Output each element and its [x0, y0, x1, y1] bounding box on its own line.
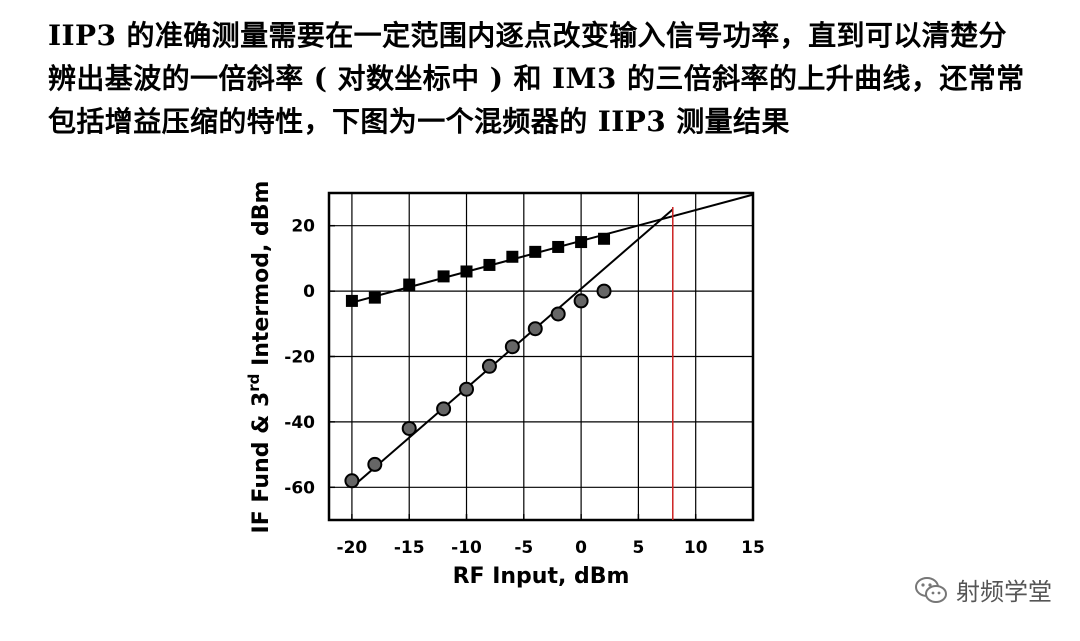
im3-point [459, 381, 475, 397]
data-markers [344, 232, 612, 489]
y-tick-label: -60 [284, 478, 315, 498]
fundamental-point [403, 278, 416, 291]
fundamental-point [460, 265, 473, 278]
im3-point [527, 321, 543, 337]
x-tick-label: -10 [451, 538, 482, 558]
x-tick-label: 5 [632, 538, 644, 558]
x-tick-label: 15 [741, 538, 765, 558]
x-tick-label: -15 [394, 538, 425, 558]
fundamental-point [483, 258, 496, 271]
y-axis-title-part-1: IF Fund & 3 [249, 392, 274, 534]
im3-point [596, 283, 612, 299]
im3-point [504, 339, 520, 355]
y-axis-title: IF Fund & 3rd Intermod, dBm [245, 181, 274, 534]
intro-line-1: IIP3 的准确测量需要在一定范围内逐点改变输入信号功率，直到可以清楚分 [48, 19, 1007, 52]
y-tick-label: -20 [284, 348, 315, 368]
im3-point [367, 456, 383, 472]
x-tick-label: 0 [575, 538, 587, 558]
y-tick-label: -40 [284, 413, 315, 433]
im3-point [573, 293, 589, 309]
fundamental-point [506, 250, 519, 263]
im3-point [344, 473, 360, 489]
im3-point [550, 306, 566, 322]
im3-point [481, 358, 497, 374]
y-tick-label: 20 [291, 217, 315, 237]
fundamental-point [575, 236, 588, 249]
intro-line-2: 辨出基波的一倍斜率 ( 对数坐标中 ) 和 IM3 的三倍斜率的上升曲线，还常常 [48, 62, 1025, 95]
fundamental-point [437, 270, 450, 283]
watermark: 射频学堂 [914, 572, 1052, 607]
intro-paragraph: IIP3 的准确测量需要在一定范围内逐点改变输入信号功率，直到可以清楚分 辨出基… [48, 14, 1058, 143]
fundamental-point [368, 291, 381, 304]
wechat-icon [915, 576, 947, 603]
x-tick-label: -5 [514, 538, 533, 558]
x-tick-label: 10 [684, 538, 708, 558]
y-axis-title-superscript: rd [245, 374, 263, 392]
im3-point [436, 401, 452, 417]
intro-line-3: 包括增益压缩的特性，下图为一个混频器的 IIP3 测量结果 [48, 105, 790, 138]
watermark-text: 射频学堂 [956, 578, 1052, 606]
y-axis-title-part-2: Intermod, dBm [249, 181, 274, 374]
fundamental-point [598, 232, 611, 245]
x-tick-label: -20 [337, 538, 368, 558]
fundamental-point [529, 245, 542, 258]
fundamental-point [552, 240, 565, 253]
im3-point [401, 420, 417, 436]
grid-lines [329, 193, 753, 520]
y-tick-label: 0 [303, 282, 315, 302]
x-axis-title: RF Input, dBm [453, 564, 630, 589]
axis-ticks: -20 -15 -10 -5 0 5 10 15 -60 -40 -20 0 20 [284, 217, 765, 558]
fundamental-point [345, 294, 358, 307]
